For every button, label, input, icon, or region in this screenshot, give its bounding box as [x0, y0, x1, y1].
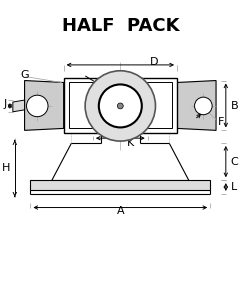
Text: C: C [231, 157, 239, 167]
Polygon shape [30, 180, 210, 190]
Text: J: J [4, 99, 7, 109]
Text: B: B [231, 101, 238, 111]
Text: G: G [21, 70, 29, 80]
Polygon shape [24, 81, 64, 130]
Text: H: H [1, 164, 10, 173]
Polygon shape [64, 78, 177, 133]
Text: A: A [116, 206, 124, 217]
Text: HALF  PACK: HALF PACK [62, 17, 179, 35]
Circle shape [27, 95, 48, 117]
Polygon shape [13, 100, 24, 112]
Polygon shape [177, 81, 216, 130]
Circle shape [117, 103, 123, 109]
Text: K: K [126, 138, 134, 148]
Text: E: E [117, 121, 124, 132]
Circle shape [195, 97, 212, 115]
Text: L: L [231, 182, 237, 192]
Circle shape [99, 84, 142, 127]
Text: D: D [150, 57, 159, 67]
Circle shape [85, 71, 156, 141]
Text: F: F [218, 117, 224, 127]
